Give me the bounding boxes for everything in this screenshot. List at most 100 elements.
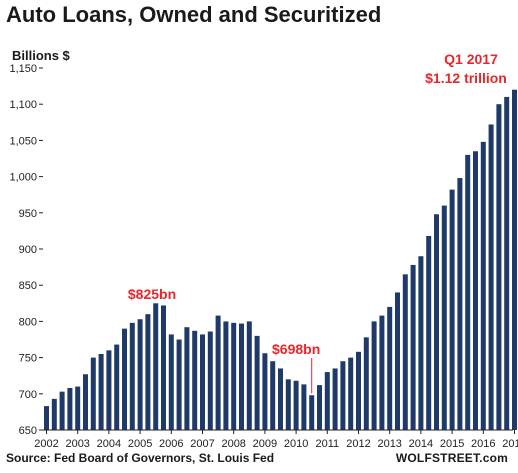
bar [379,315,385,430]
x-tick-label: 2002 [34,438,58,450]
bar [332,368,338,430]
bar [402,274,408,430]
annotation-latest-value: $1.12 trillion [425,70,507,86]
bar [83,374,88,430]
x-tick-label: 2009 [253,438,277,450]
bar [395,292,400,430]
bar [371,321,377,430]
x-axis: 2002 2003 2004 2005 2006 2007 2008 2009 2010 2011… [34,430,518,450]
bar [488,124,494,431]
bar [137,319,143,430]
bar [496,104,502,430]
x-tick-label: 2008 [221,438,245,450]
y-tick-label: 1,050 [9,135,37,147]
bar [348,357,354,430]
x-tick-label: 2007 [190,438,214,450]
bar [418,256,424,430]
bar [192,330,198,430]
bar [254,335,260,430]
bar [356,351,361,430]
bar [262,353,268,430]
bar [145,314,151,430]
bar [223,321,229,430]
annotation-low-2010: $698bn [272,341,320,357]
bar [426,235,432,430]
y-tick-label: 1,100 [9,99,37,111]
x-tick-label: 2006 [159,438,183,450]
y-tick-label: 950 [19,208,37,220]
annotations: $825bn $698bn Q1 2017 $1.12 trillion [128,51,507,394]
bar [278,368,283,430]
bar [98,353,104,430]
y-tick-label: 900 [19,244,37,256]
x-tick-label: 2003 [65,438,89,450]
bar [215,315,221,430]
source-note: Source: Fed Board of Governors, St. Loui… [6,451,275,465]
y-tick-label: 650 [19,425,37,437]
y-tick-label: 700 [19,389,37,401]
bar [504,96,510,431]
x-tick-label: 2015 [440,438,464,450]
bar [129,322,135,430]
bar [465,154,471,430]
bar [441,205,447,430]
bar [317,385,322,430]
x-tick-label: 2014 [409,438,433,450]
bar [184,327,190,430]
x-tick-label: 2004 [97,438,121,450]
y-tick-label: 1,000 [9,172,37,184]
bar [207,331,213,430]
bar [512,89,517,430]
bar [449,189,455,430]
bar [231,322,237,430]
x-tick-label: 2011 [315,438,339,450]
bar [176,339,182,430]
bar [363,337,369,430]
y-tick-label: 800 [19,316,37,328]
bar [44,406,49,430]
bar [239,323,244,430]
bar [270,361,276,430]
bar [457,178,463,430]
y-tick-label: 750 [19,353,37,365]
bar [285,379,291,430]
chart-title: Auto Loans, Owned and Securitized [6,2,382,27]
x-tick-label: 2016 [471,438,495,450]
bar [168,334,174,430]
bar-series [44,89,517,431]
y-axis: 650 700 750 800 850 900 950 1,000 1,050 1,100 1,15… [9,63,43,437]
bar [67,388,73,430]
x-tick-label: 2005 [128,438,152,450]
y-tick-label: 1,150 [9,63,37,75]
bar [200,334,205,430]
bar [153,303,159,430]
bar [161,305,166,430]
bar [434,214,439,430]
y-tick-label: 850 [19,280,37,292]
bar [122,328,127,430]
bar [106,350,112,430]
bar [90,357,96,430]
brand-logo: WOLFSTREET.com [395,451,508,465]
bar [293,380,299,430]
bar [75,386,81,430]
x-tick-label: 2010 [284,438,308,450]
bar [324,372,330,430]
bar [387,306,393,430]
bar [309,395,315,430]
bar [114,344,120,430]
bar [480,141,486,430]
bar [59,391,65,430]
x-tick-label: 2017 [502,438,518,450]
bar [246,321,252,430]
annotation-peak-2005: $825bn [128,286,176,302]
bar [473,151,478,430]
y-axis-label: Billions $ [12,48,71,63]
bar [410,264,416,430]
bar [340,361,346,430]
annotation-q1-2017: Q1 2017 [444,51,498,67]
bar [301,384,307,430]
bar [51,398,57,430]
x-tick-label: 2013 [377,438,401,450]
